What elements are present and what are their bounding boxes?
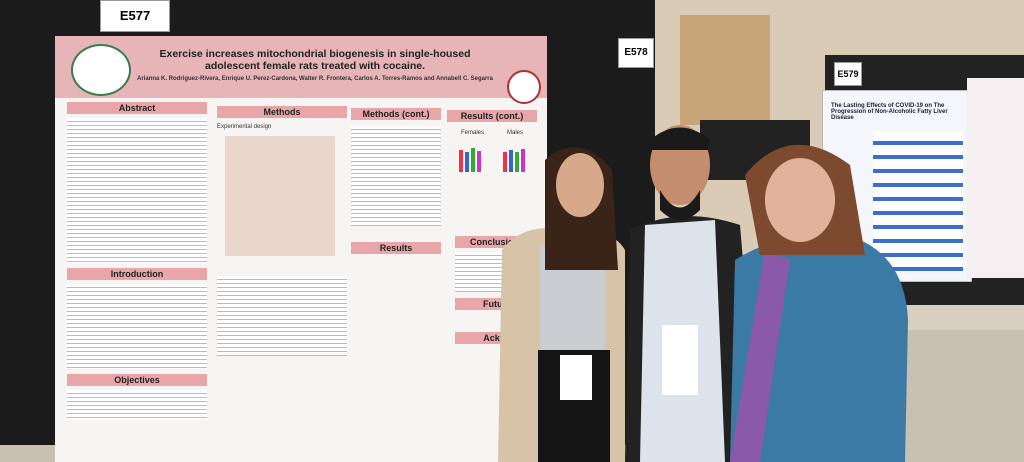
figure-label: Males xyxy=(507,130,524,136)
section-heading: Abstract xyxy=(67,102,207,114)
text-block xyxy=(67,118,207,263)
board-label: E578 xyxy=(618,38,654,68)
figure xyxy=(225,136,335,256)
text-block xyxy=(67,284,207,369)
poster-authors: Arianna K. Rodriguez-Rivera, Enrique U. … xyxy=(137,76,493,82)
door xyxy=(680,15,770,125)
poster-content xyxy=(873,131,963,271)
figure-label: Experimental design xyxy=(217,124,272,130)
board-label: E577 xyxy=(100,0,170,32)
neighbor-poster xyxy=(967,78,1024,278)
figure-label: Females xyxy=(461,130,485,136)
board-label: E579 xyxy=(834,62,862,86)
poster-header xyxy=(55,36,547,98)
section-heading: Methods (cont.) xyxy=(351,108,441,120)
poster-title: Exercise increases mitochondrial biogene… xyxy=(159,48,471,72)
poster: Exercise increases mitochondrial biogene… xyxy=(55,36,547,462)
section-heading: Methods xyxy=(217,106,347,118)
table xyxy=(351,126,441,226)
text-block xyxy=(67,390,207,420)
logo xyxy=(507,70,541,104)
bar-figure xyxy=(459,148,525,172)
neighbor-poster-title: The Lasting Effects of COVID-19 on The P… xyxy=(831,103,948,121)
person xyxy=(498,147,625,462)
table xyxy=(217,276,347,356)
section-heading: Results (cont.) xyxy=(447,110,537,122)
section-heading: Results xyxy=(351,242,441,254)
section-heading: Introduction xyxy=(67,268,207,280)
logo xyxy=(71,44,131,96)
person xyxy=(625,125,760,462)
person xyxy=(730,144,908,462)
section-heading: Objectives xyxy=(67,374,207,386)
